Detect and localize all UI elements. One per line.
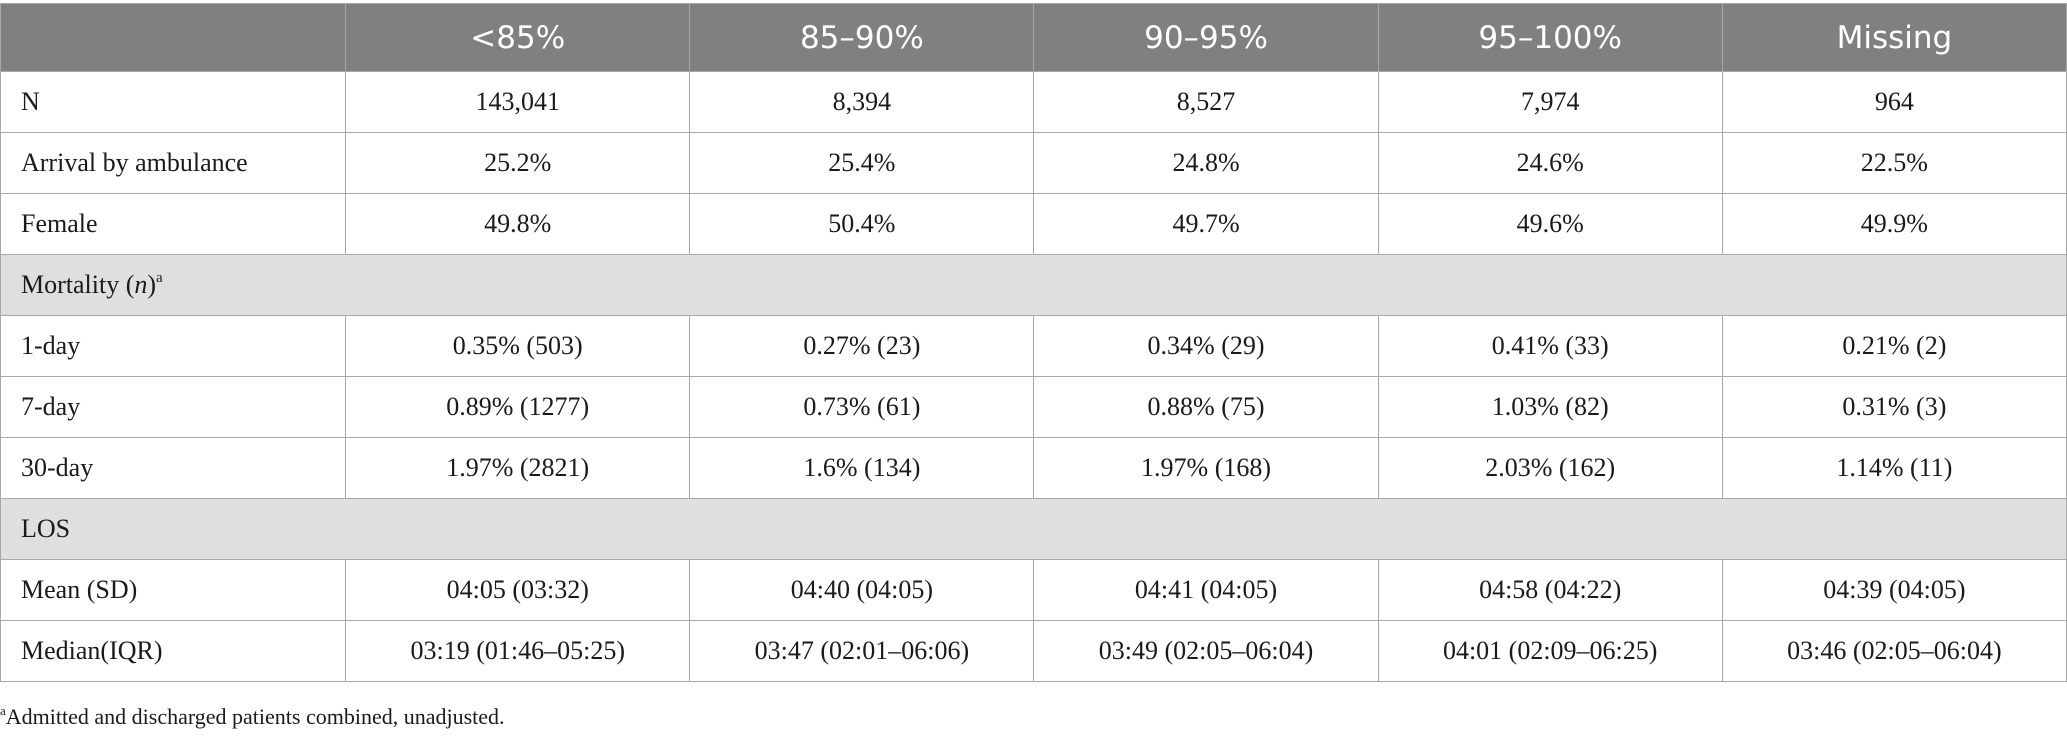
table-cell: 8,527 xyxy=(1033,71,1379,133)
table-cell: 0.34% (29) xyxy=(1033,315,1379,377)
section-row-mortality: Mortality (n)a xyxy=(0,254,2067,316)
header-cell-85-90: 85–90% xyxy=(689,3,1035,72)
section-label-close: ) xyxy=(147,270,157,299)
table-cell: 964 xyxy=(1721,71,2067,133)
footnote-marker: a xyxy=(0,703,6,718)
section-row-los: LOS xyxy=(0,498,2067,560)
table-row: 30-day 1.97% (2821) 1.6% (134) 1.97% (16… xyxy=(0,437,2067,499)
table-row: Mean (SD) 04:05 (03:32) 04:40 (04:05) 04… xyxy=(0,559,2067,621)
table-cell: 25.2% xyxy=(345,132,691,194)
table-cell: 0.31% (3) xyxy=(1721,376,2067,438)
row-label: 7-day xyxy=(0,376,347,438)
table-cell: 0.27% (23) xyxy=(689,315,1035,377)
row-label: N xyxy=(0,71,347,133)
table-cell: 0.21% (2) xyxy=(1721,315,2067,377)
table-row: 7-day 0.89% (1277) 0.73% (61) 0.88% (75)… xyxy=(0,376,2067,438)
table-cell: 0.41% (33) xyxy=(1377,315,1723,377)
table-cell: 0.35% (503) xyxy=(345,315,691,377)
header-cell-95-100: 95–100% xyxy=(1377,3,1723,72)
table-cell: 1.97% (168) xyxy=(1033,437,1379,499)
section-label-mortality: Mortality (n)a xyxy=(0,254,2067,316)
data-table: <85% 85–90% 90–95% 95–100% Missing N 143… xyxy=(0,3,2067,682)
table-cell: 1.97% (2821) xyxy=(345,437,691,499)
header-cell-empty xyxy=(0,3,347,72)
table-row: Median(IQR) 03:19 (01:46–05:25) 03:47 (0… xyxy=(0,620,2067,682)
row-label: 30-day xyxy=(0,437,347,499)
table-cell: 03:19 (01:46–05:25) xyxy=(345,620,691,682)
table-cell: 1.6% (134) xyxy=(689,437,1035,499)
table-footnote: aAdmitted and discharged patients combin… xyxy=(0,703,505,730)
section-label-n: n xyxy=(134,270,148,299)
table-cell: 49.8% xyxy=(345,193,691,255)
table-cell: 24.8% xyxy=(1033,132,1379,194)
table-cell: 49.6% xyxy=(1377,193,1723,255)
row-label: Mean (SD) xyxy=(0,559,347,621)
table-cell: 8,394 xyxy=(689,71,1035,133)
footnote-marker: a xyxy=(156,270,163,286)
table-cell: 0.89% (1277) xyxy=(345,376,691,438)
table-cell: 49.9% xyxy=(1721,193,2067,255)
row-label: 1-day xyxy=(0,315,347,377)
row-label: Median(IQR) xyxy=(0,620,347,682)
table-cell: 1.03% (82) xyxy=(1377,376,1723,438)
header-row: <85% 85–90% 90–95% 95–100% Missing xyxy=(0,3,2067,72)
header-cell-under-85: <85% xyxy=(345,3,691,72)
section-label-text: Mortality ( xyxy=(21,270,135,299)
row-label: Female xyxy=(0,193,347,255)
header-cell-90-95: 90–95% xyxy=(1033,3,1379,72)
table-cell: 04:39 (04:05) xyxy=(1721,559,2067,621)
footnote-text: Admitted and discharged patients combine… xyxy=(5,704,505,729)
table-cell: 2.03% (162) xyxy=(1377,437,1723,499)
table-cell: 03:49 (02:05–06:04) xyxy=(1033,620,1379,682)
table-cell: 24.6% xyxy=(1377,132,1723,194)
table-cell: 143,041 xyxy=(345,71,691,133)
table-cell: 03:46 (02:05–06:04) xyxy=(1721,620,2067,682)
table-cell: 04:41 (04:05) xyxy=(1033,559,1379,621)
table-cell: 04:40 (04:05) xyxy=(689,559,1035,621)
table-cell: 03:47 (02:01–06:06) xyxy=(689,620,1035,682)
table-cell: 25.4% xyxy=(689,132,1035,194)
table-row: 1-day 0.35% (503) 0.27% (23) 0.34% (29) … xyxy=(0,315,2067,377)
table-cell: 50.4% xyxy=(689,193,1035,255)
row-label: Arrival by ambulance xyxy=(0,132,347,194)
table-row: Female 49.8% 50.4% 49.7% 49.6% 49.9% xyxy=(0,193,2067,255)
table-row: Arrival by ambulance 25.2% 25.4% 24.8% 2… xyxy=(0,132,2067,194)
table-cell: 04:01 (02:09–06:25) xyxy=(1377,620,1723,682)
table-row: N 143,041 8,394 8,527 7,974 964 xyxy=(0,71,2067,133)
table-cell: 04:05 (03:32) xyxy=(345,559,691,621)
section-label-los: LOS xyxy=(0,498,2067,560)
table-cell: 04:58 (04:22) xyxy=(1377,559,1723,621)
table-cell: 0.73% (61) xyxy=(689,376,1035,438)
table-cell: 1.14% (11) xyxy=(1721,437,2067,499)
table-cell: 49.7% xyxy=(1033,193,1379,255)
table-cell: 22.5% xyxy=(1721,132,2067,194)
table-cell: 7,974 xyxy=(1377,71,1723,133)
header-cell-missing: Missing xyxy=(1721,3,2067,72)
table-cell: 0.88% (75) xyxy=(1033,376,1379,438)
